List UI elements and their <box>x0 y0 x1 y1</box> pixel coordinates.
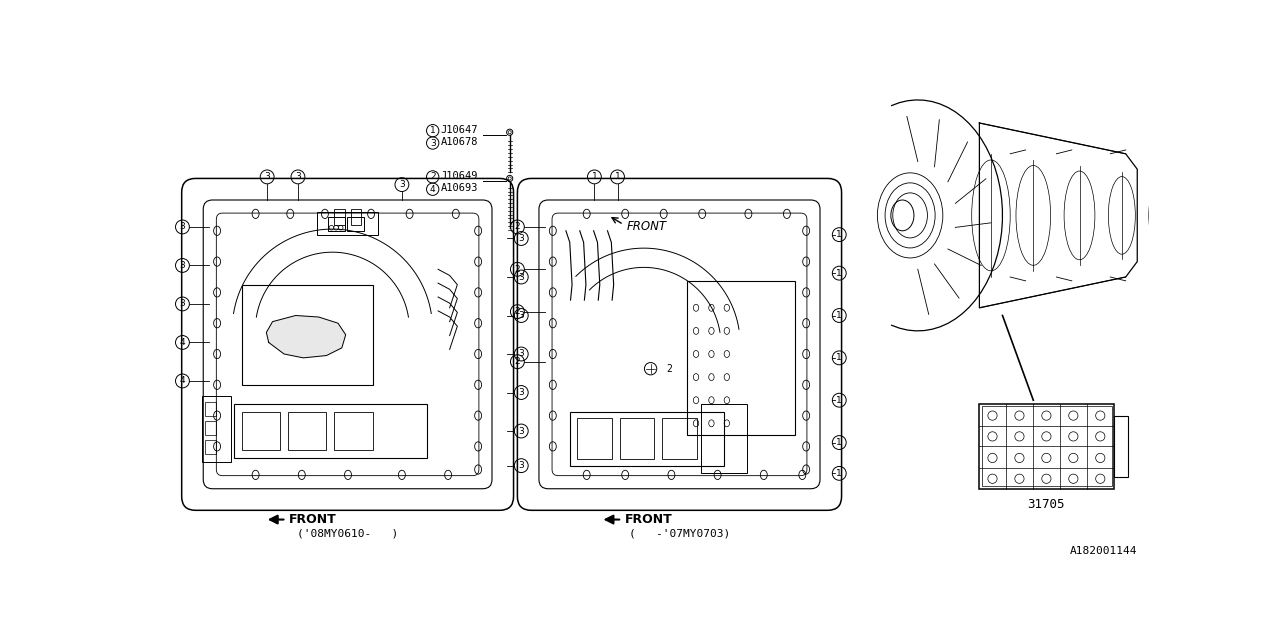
Text: 3: 3 <box>296 172 301 181</box>
Text: 3: 3 <box>518 426 524 435</box>
Bar <box>577 418 612 460</box>
Bar <box>979 404 1114 489</box>
Bar <box>242 412 280 451</box>
Bar <box>288 412 326 451</box>
Text: 3: 3 <box>264 172 270 181</box>
Text: 3: 3 <box>179 261 186 270</box>
Polygon shape <box>266 316 346 358</box>
Bar <box>242 285 372 385</box>
Bar <box>1114 415 1128 477</box>
Text: 3: 3 <box>179 300 186 308</box>
Text: 3: 3 <box>518 311 524 320</box>
Bar <box>347 217 364 231</box>
Bar <box>329 217 346 231</box>
Text: 4: 4 <box>179 338 186 347</box>
Bar <box>205 421 216 435</box>
Text: FRONT: FRONT <box>625 513 672 526</box>
Text: 3: 3 <box>430 138 435 147</box>
Text: A10693: A10693 <box>440 184 477 193</box>
Text: FRONT: FRONT <box>289 513 337 526</box>
Text: 1: 1 <box>836 353 842 362</box>
Bar <box>570 412 723 466</box>
Bar <box>202 396 230 462</box>
Bar <box>234 404 426 458</box>
Text: A10678: A10678 <box>440 137 477 147</box>
Bar <box>687 281 795 435</box>
Text: J10647: J10647 <box>440 125 477 135</box>
Text: 3: 3 <box>518 349 524 358</box>
Text: 3: 3 <box>518 388 524 397</box>
Bar <box>205 440 216 454</box>
Text: 1: 1 <box>836 469 842 478</box>
Text: 2: 2 <box>515 357 520 366</box>
Text: 1: 1 <box>591 172 598 181</box>
Text: ('08MY0610-   ): ('08MY0610- ) <box>297 529 398 538</box>
Text: FRONT: FRONT <box>627 220 667 234</box>
Text: 1: 1 <box>836 230 842 239</box>
Text: A182001144: A182001144 <box>1070 546 1137 556</box>
Bar <box>662 418 696 460</box>
Bar <box>334 412 372 451</box>
Bar <box>317 212 379 235</box>
Bar <box>334 209 344 225</box>
Text: 1: 1 <box>430 126 435 135</box>
Text: (   -'07MY0703): ( -'07MY0703) <box>628 529 730 538</box>
Bar <box>620 418 654 460</box>
Text: 31705: 31705 <box>1028 498 1065 511</box>
Text: 1: 1 <box>614 172 621 181</box>
Bar <box>351 209 361 225</box>
Text: J10649: J10649 <box>440 171 477 181</box>
Text: 1: 1 <box>836 311 842 320</box>
Text: 4: 4 <box>179 376 186 385</box>
Bar <box>982 406 1112 486</box>
Text: 2: 2 <box>430 172 435 181</box>
Text: 3: 3 <box>518 273 524 282</box>
Text: 2: 2 <box>515 307 520 316</box>
Bar <box>205 402 216 415</box>
Text: 1: 1 <box>836 269 842 278</box>
Text: 1: 1 <box>836 438 842 447</box>
Text: 4: 4 <box>430 185 435 194</box>
Text: 2: 2 <box>515 223 520 232</box>
Text: 1: 1 <box>836 396 842 404</box>
Text: 3: 3 <box>179 223 186 232</box>
Text: 3: 3 <box>399 180 404 189</box>
Text: 3: 3 <box>518 461 524 470</box>
Text: 2: 2 <box>515 265 520 274</box>
Bar <box>700 404 746 474</box>
Text: 2: 2 <box>666 364 672 374</box>
Text: 3: 3 <box>518 234 524 243</box>
